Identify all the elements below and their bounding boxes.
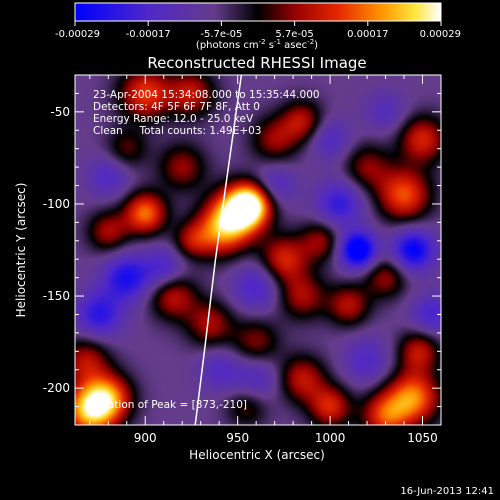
footer-timestamp: 16-Jun-2013 12:41 [400,486,494,497]
colorbar-tick-label: -5.7e-05 [200,29,242,40]
y-axis-label: Heliocentric Y (arcsec) [14,183,28,318]
colorbar: -0.00029 -0.00017 -5.7e-05 5.7e-05 0.00017 0.… [55,2,461,51]
colorbar-ticks: -0.00029 -0.00017 -5.7e-05 5.7e-05 0.00017 0.… [55,21,461,40]
x-axis-label: Heliocentric X (arcsec) [189,448,325,462]
colorbar-tick-label: 0.00017 [347,29,388,40]
colorbar-tick-label: -0.00017 [126,29,171,40]
peak-location-label: Location of Peak = [873,-210] [90,399,247,411]
axis-ticks: 900 950 1000 1050 -50 -100 -150 -200 [43,75,442,445]
y-tick-label: -200 [43,381,70,395]
info-time-range: 23-Apr-2004 15:34:08.000 to 15:35:44.000 [93,89,320,101]
colorbar-tick-label: -0.00029 [55,29,100,40]
colorbar-tick-label: 0.00029 [420,29,461,40]
plot-area: 900 950 1000 1050 -50 -100 -150 -200 [43,74,442,445]
y-tick-label: -50 [50,105,70,119]
info-counts: Clean Total counts: 1.49E+03 [93,125,262,137]
colorbar-unit-label: (photons cm-2 s-1 asec-2) [196,38,318,51]
chart-title: Reconstructed RHESSI Image [147,54,366,72]
x-tick-label: 1000 [315,431,346,445]
colorbar-tick-label: 5.7e-05 [275,29,313,40]
x-tick-label: 900 [134,431,157,445]
colorbar-gradient [75,3,441,21]
info-detectors: Detectors: 4F 5F 6F 7F 8F, Att 0 [93,101,260,113]
info-annotations: 23-Apr-2004 15:34:08.000 to 15:35:44.000… [90,89,320,411]
y-tick-label: -100 [43,197,70,211]
colorbar-frame [74,2,442,22]
heatmap-image [75,75,441,425]
y-tick-label: -150 [43,289,70,303]
x-tick-label: 950 [226,431,249,445]
info-energy-range: Energy Range: 12.0 - 25.0 keV [93,113,254,125]
solar-limb-line [194,74,243,426]
x-tick-label: 1050 [407,431,438,445]
plot-frame [74,74,442,426]
